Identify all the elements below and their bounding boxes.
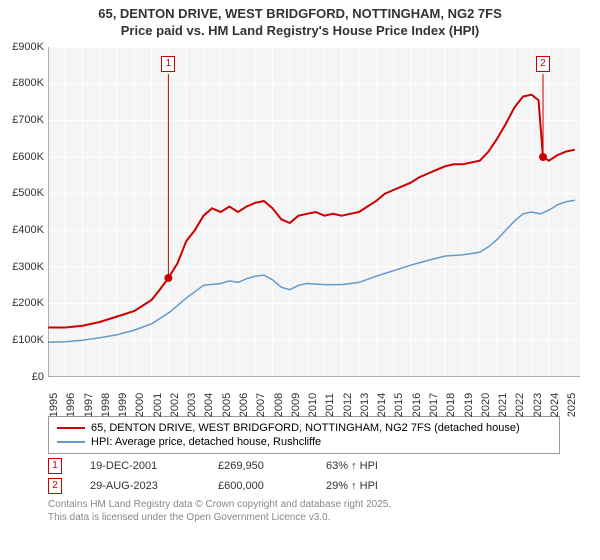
- sales-list: 1 19-DEC-2001 £269,950 63% ↑ HPI 2 29-AU…: [0, 458, 600, 494]
- x-tick-label: 2000: [134, 393, 146, 417]
- x-tick-label: 2024: [549, 393, 561, 417]
- x-axis: 1995199619971998199920002001200220032004…: [48, 377, 580, 412]
- x-tick-label: 2002: [169, 393, 181, 417]
- x-tick-label: 2005: [221, 393, 233, 417]
- x-tick-label: 2023: [532, 393, 544, 417]
- x-tick-label: 2016: [411, 393, 423, 417]
- title-line-2: Price paid vs. HM Land Registry's House …: [10, 23, 590, 40]
- sale-marker-icon: 2: [48, 478, 62, 494]
- sale-row: 2 29-AUG-2023 £600,000 29% ↑ HPI: [48, 478, 590, 494]
- x-tick-label: 2004: [203, 393, 215, 417]
- legend-label-hpi: HPI: Average price, detached house, Rush…: [91, 436, 321, 448]
- x-tick-label: 2019: [463, 393, 475, 417]
- y-tick-label: £100K: [12, 334, 44, 346]
- y-tick-label: £0: [32, 371, 44, 383]
- x-tick-label: 2013: [359, 393, 371, 417]
- y-tick-label: £700K: [12, 114, 44, 126]
- sale-delta: 29% ↑ HPI: [326, 480, 378, 492]
- y-axis: £0£100K£200K£300K£400K£500K£600K£700K£80…: [0, 47, 48, 377]
- y-tick-label: £400K: [12, 224, 44, 236]
- y-tick-label: £900K: [12, 41, 44, 53]
- chart-svg: [48, 47, 580, 377]
- y-tick-label: £800K: [12, 77, 44, 89]
- sale-marker-1: 1: [161, 56, 175, 72]
- x-tick-label: 2014: [376, 393, 388, 417]
- attribution: Contains HM Land Registry data © Crown c…: [48, 498, 590, 524]
- x-tick-label: 2021: [497, 393, 509, 417]
- legend-swatch-price: [57, 427, 85, 429]
- sale-marker-icon: 1: [48, 458, 62, 474]
- x-tick-label: 2022: [514, 393, 526, 417]
- x-tick-label: 2007: [255, 393, 267, 417]
- sale-marker-2: 2: [536, 56, 550, 72]
- x-tick-label: 2018: [445, 393, 457, 417]
- x-tick-label: 2001: [152, 393, 164, 417]
- legend-row-hpi: HPI: Average price, detached house, Rush…: [57, 435, 551, 449]
- y-tick-label: £500K: [12, 187, 44, 199]
- sale-date: 29-AUG-2023: [90, 480, 190, 492]
- legend: 65, DENTON DRIVE, WEST BRIDGFORD, NOTTIN…: [48, 416, 560, 454]
- x-tick-label: 2015: [393, 393, 405, 417]
- chart-area: £0 £100K £200K £300K £400K £500K £600K £700K £80…: [0, 42, 590, 412]
- y-tick-label: £300K: [12, 261, 44, 273]
- attribution-line-1: Contains HM Land Registry data © Crown c…: [48, 498, 590, 511]
- sale-delta: 63% ↑ HPI: [326, 460, 378, 472]
- legend-label-price: 65, DENTON DRIVE, WEST BRIDGFORD, NOTTIN…: [91, 422, 520, 434]
- chart-title-block: 65, DENTON DRIVE, WEST BRIDGFORD, NOTTIN…: [0, 0, 600, 42]
- x-tick-label: 1997: [83, 393, 95, 417]
- x-tick-label: 1996: [65, 393, 77, 417]
- x-tick-label: 1998: [100, 393, 112, 417]
- x-tick-label: 2017: [428, 393, 440, 417]
- x-tick-label: 2010: [307, 393, 319, 417]
- x-tick-label: 2025: [566, 393, 578, 417]
- legend-row-price: 65, DENTON DRIVE, WEST BRIDGFORD, NOTTIN…: [57, 421, 551, 435]
- x-tick-label: 1999: [117, 393, 129, 417]
- x-tick-label: 1995: [48, 393, 60, 417]
- sale-price: £269,950: [218, 460, 298, 472]
- y-tick-label: £600K: [12, 151, 44, 163]
- plot: 12: [48, 47, 580, 377]
- x-tick-label: 2011: [324, 393, 336, 417]
- x-tick-label: 2020: [480, 393, 492, 417]
- sale-price: £600,000: [218, 480, 298, 492]
- y-tick-label: £200K: [12, 297, 44, 309]
- sale-row: 1 19-DEC-2001 £269,950 63% ↑ HPI: [48, 458, 590, 474]
- x-tick-label: 2006: [238, 393, 250, 417]
- attribution-line-2: This data is licensed under the Open Gov…: [48, 511, 590, 524]
- x-tick-label: 2008: [273, 393, 285, 417]
- legend-swatch-hpi: [57, 441, 85, 443]
- x-tick-label: 2012: [342, 393, 354, 417]
- sale-date: 19-DEC-2001: [90, 460, 190, 472]
- x-tick-label: 2003: [186, 393, 198, 417]
- title-line-1: 65, DENTON DRIVE, WEST BRIDGFORD, NOTTIN…: [10, 6, 590, 23]
- x-tick-label: 2009: [290, 393, 302, 417]
